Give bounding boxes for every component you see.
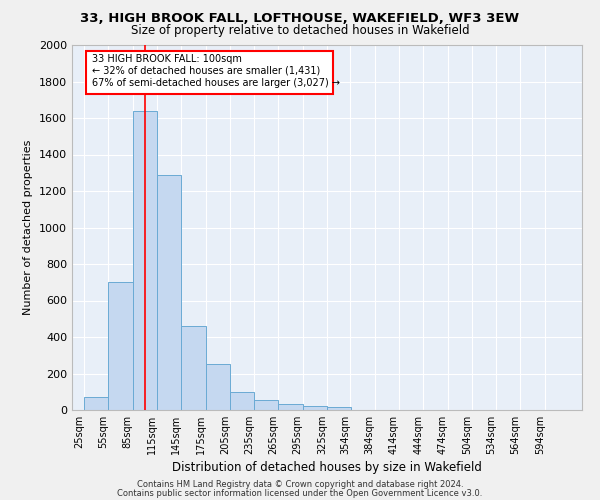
Bar	[327, 408, 351, 410]
Text: 33, HIGH BROOK FALL, LOFTHOUSE, WAKEFIELD, WF3 3EW: 33, HIGH BROOK FALL, LOFTHOUSE, WAKEFIEL…	[80, 12, 520, 26]
Bar	[254, 400, 278, 410]
Bar	[133, 110, 157, 410]
Text: Contains HM Land Registry data © Crown copyright and database right 2024.: Contains HM Land Registry data © Crown c…	[137, 480, 463, 489]
Bar	[206, 364, 230, 410]
Bar	[278, 404, 303, 410]
Text: ← 32% of detached houses are smaller (1,431): ← 32% of detached houses are smaller (1,…	[92, 66, 320, 76]
Bar	[230, 392, 254, 410]
Text: 33 HIGH BROOK FALL: 100sqm: 33 HIGH BROOK FALL: 100sqm	[92, 54, 242, 64]
FancyBboxPatch shape	[86, 52, 332, 94]
Bar	[181, 326, 206, 410]
Text: 67% of semi-detached houses are larger (3,027) →: 67% of semi-detached houses are larger (…	[92, 78, 340, 88]
Bar	[303, 406, 327, 410]
Y-axis label: Number of detached properties: Number of detached properties	[23, 140, 34, 315]
Bar	[109, 282, 133, 410]
Text: Size of property relative to detached houses in Wakefield: Size of property relative to detached ho…	[131, 24, 469, 37]
Text: Contains public sector information licensed under the Open Government Licence v3: Contains public sector information licen…	[118, 488, 482, 498]
Bar	[157, 174, 181, 410]
X-axis label: Distribution of detached houses by size in Wakefield: Distribution of detached houses by size …	[172, 461, 482, 474]
Bar	[84, 397, 109, 410]
